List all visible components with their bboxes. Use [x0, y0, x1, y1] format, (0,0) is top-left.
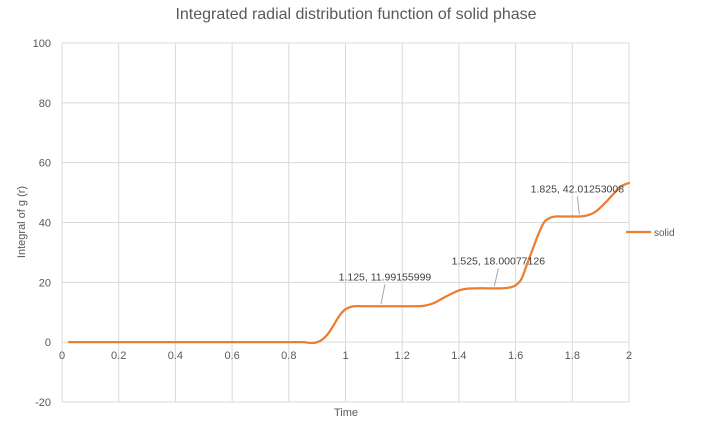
y-tick-label: 40 [39, 218, 51, 230]
data-label-leader [576, 196, 580, 215]
data-labels: 1.125, 11.99155999 1.525, 18.00077126 1.82… [339, 183, 625, 305]
series-line-solid [67, 181, 631, 345]
y-tick-label: 20 [39, 277, 51, 289]
x-tick-label: 1.2 [395, 350, 410, 362]
x-tick-label: 0.8 [281, 350, 296, 362]
legend-label-solid: solid [654, 228, 675, 239]
y-tick-label: 0 [45, 337, 51, 349]
legend: solid [626, 228, 675, 239]
x-tick-label: 1.8 [565, 350, 580, 362]
x-tick-label: 0.2 [111, 350, 126, 362]
x-tick-label: 2 [626, 350, 632, 362]
y-tick-label: 80 [39, 98, 51, 110]
y-tick-label: 60 [39, 158, 51, 170]
x-tick-label: 0.6 [224, 350, 239, 362]
data-label-leader [493, 268, 499, 287]
data-label: 1.825, 42.01253008 [531, 183, 625, 195]
chart-title: Integrated radial distribution function … [175, 6, 537, 23]
x-tick-label: 0 [59, 350, 65, 362]
y-axis-ticks: -20 0 20 40 60 80 100 [33, 38, 51, 409]
x-tick-label: 0.4 [168, 350, 183, 362]
x-axis-title: Time [334, 407, 358, 419]
x-tick-label: 1 [342, 350, 348, 362]
data-label: 1.125, 11.99155999 [339, 271, 432, 283]
x-tick-label: 1.4 [451, 350, 466, 362]
data-label: 1.525, 18.00077126 [452, 255, 546, 267]
y-axis-title: Integral of g (r) [16, 186, 28, 258]
y-tick-label: 100 [33, 38, 51, 50]
data-label-leader [380, 284, 386, 305]
x-axis-ticks: 0 0.2 0.4 0.6 0.8 1 1.2 1.4 1.6 1.8 2 [59, 350, 632, 362]
y-tick-label: -20 [35, 397, 51, 409]
x-tick-label: 1.6 [508, 350, 523, 362]
